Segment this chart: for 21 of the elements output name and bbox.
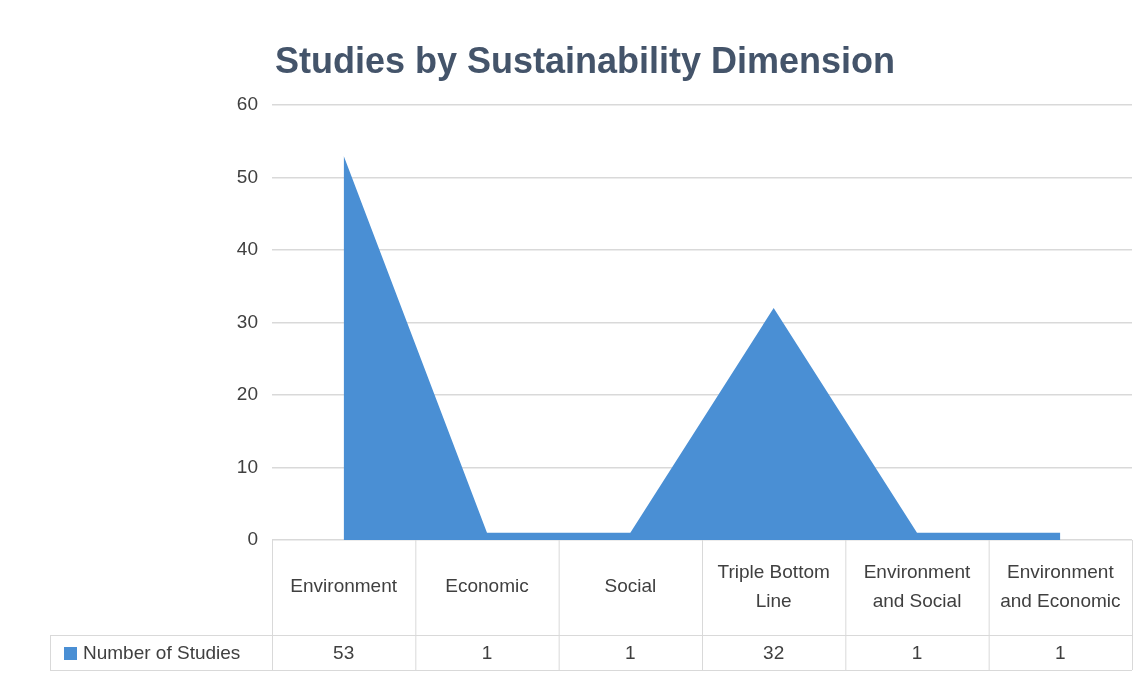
- x-tick-label: Economic: [445, 575, 529, 597]
- y-tick-label: 10: [236, 455, 258, 477]
- y-tick-label: 60: [236, 93, 258, 115]
- data-label: 1: [481, 642, 493, 664]
- x-tick-label: Environment: [290, 575, 398, 597]
- data-label: 1: [911, 642, 923, 664]
- y-tick-label: 20: [236, 383, 258, 405]
- data-label: 32: [763, 642, 785, 664]
- x-tick-label: Environment and Social: [863, 560, 972, 611]
- data-label: 53: [333, 642, 355, 664]
- chart-title: Studies by Sustainability Dimension: [274, 39, 896, 81]
- legend-label: Number of Studies: [83, 642, 241, 664]
- y-tick-label: 40: [236, 238, 258, 260]
- data-label: 1: [1055, 642, 1066, 664]
- y-tick-label: 30: [236, 310, 258, 332]
- y-tick-label: 50: [236, 165, 258, 187]
- data-label: 1: [625, 642, 636, 664]
- x-tick-label: Triple Bottom Line: [717, 560, 830, 611]
- y-tick-label: 0: [247, 528, 258, 550]
- x-tick-label: Social: [604, 575, 657, 597]
- x-tick-label: Environment and Economic: [1000, 560, 1121, 611]
